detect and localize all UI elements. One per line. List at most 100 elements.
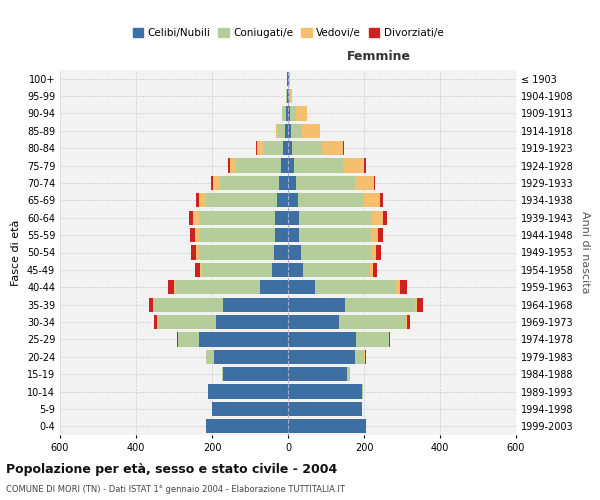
Bar: [206, 350, 214, 364]
Bar: [283, 141, 288, 156]
Bar: [153, 298, 223, 312]
Bar: [195, 263, 200, 277]
Bar: [288, 419, 366, 434]
Bar: [278, 124, 285, 138]
Y-axis label: Fasce di età: Fasce di età: [11, 220, 21, 286]
Bar: [288, 72, 289, 86]
Bar: [283, 106, 286, 120]
Bar: [281, 106, 283, 120]
Bar: [377, 228, 383, 242]
Bar: [206, 193, 277, 208]
Bar: [288, 89, 289, 103]
Bar: [206, 419, 288, 434]
Bar: [373, 263, 377, 277]
Bar: [202, 263, 272, 277]
Bar: [299, 228, 371, 242]
Bar: [415, 298, 417, 312]
Legend: Celibi/Nubili, Coniugati/e, Vedovi/e, Divorziati/e: Celibi/Nubili, Coniugati/e, Vedovi/e, Di…: [128, 24, 448, 42]
Bar: [288, 367, 347, 382]
Bar: [288, 193, 298, 208]
Bar: [364, 193, 380, 208]
Bar: [287, 72, 288, 86]
Bar: [371, 228, 377, 242]
Bar: [373, 176, 376, 190]
Bar: [200, 263, 202, 277]
Bar: [362, 384, 363, 398]
Bar: [195, 228, 199, 242]
Bar: [292, 141, 322, 156]
Bar: [288, 158, 294, 172]
Bar: [288, 210, 299, 225]
Bar: [178, 332, 199, 346]
Bar: [256, 141, 257, 156]
Bar: [199, 193, 206, 208]
Bar: [288, 350, 355, 364]
Bar: [257, 141, 263, 156]
Bar: [400, 280, 407, 294]
Bar: [294, 158, 343, 172]
Y-axis label: Anni di nascita: Anni di nascita: [580, 211, 590, 294]
Bar: [177, 332, 178, 346]
Bar: [263, 141, 283, 156]
Bar: [301, 246, 371, 260]
Bar: [212, 402, 288, 416]
Bar: [288, 228, 299, 242]
Bar: [288, 315, 340, 329]
Bar: [290, 106, 296, 120]
Bar: [347, 367, 350, 382]
Bar: [380, 193, 383, 208]
Bar: [272, 263, 288, 277]
Bar: [288, 402, 362, 416]
Bar: [356, 332, 389, 346]
Bar: [364, 350, 365, 364]
Bar: [296, 176, 355, 190]
Bar: [371, 210, 383, 225]
Bar: [199, 246, 274, 260]
Bar: [157, 315, 216, 329]
Bar: [355, 176, 373, 190]
Text: COMUNE DI MORI (TN) - Dati ISTAT 1° gennaio 2004 - Elaborazione TUTTITALIA.IT: COMUNE DI MORI (TN) - Dati ISTAT 1° genn…: [6, 485, 345, 494]
Bar: [199, 332, 288, 346]
Bar: [154, 315, 157, 329]
Bar: [417, 298, 423, 312]
Bar: [371, 246, 376, 260]
Bar: [176, 280, 260, 294]
Bar: [288, 246, 301, 260]
Bar: [208, 384, 288, 398]
Bar: [383, 210, 387, 225]
Bar: [364, 158, 366, 172]
Bar: [288, 332, 356, 346]
Bar: [275, 228, 288, 242]
Bar: [285, 124, 288, 138]
Bar: [286, 106, 288, 120]
Bar: [214, 350, 288, 364]
Bar: [303, 263, 370, 277]
Bar: [298, 193, 364, 208]
Bar: [288, 298, 345, 312]
Bar: [278, 176, 288, 190]
Bar: [191, 246, 196, 260]
Bar: [286, 89, 287, 103]
Bar: [340, 315, 406, 329]
Text: Femmine: Femmine: [347, 50, 411, 62]
Bar: [288, 141, 292, 156]
Bar: [397, 280, 400, 294]
Bar: [277, 193, 288, 208]
Bar: [288, 176, 296, 190]
Bar: [289, 89, 290, 103]
Bar: [288, 106, 290, 120]
Bar: [370, 263, 373, 277]
Bar: [174, 280, 176, 294]
Bar: [193, 210, 199, 225]
Bar: [343, 158, 364, 172]
Bar: [291, 124, 302, 138]
Bar: [276, 124, 278, 138]
Bar: [216, 315, 288, 329]
Text: Popolazione per età, sesso e stato civile - 2004: Popolazione per età, sesso e stato civil…: [6, 462, 337, 475]
Bar: [196, 246, 199, 260]
Bar: [275, 210, 288, 225]
Bar: [314, 280, 397, 294]
Bar: [290, 89, 292, 103]
Bar: [230, 158, 236, 172]
Bar: [196, 193, 199, 208]
